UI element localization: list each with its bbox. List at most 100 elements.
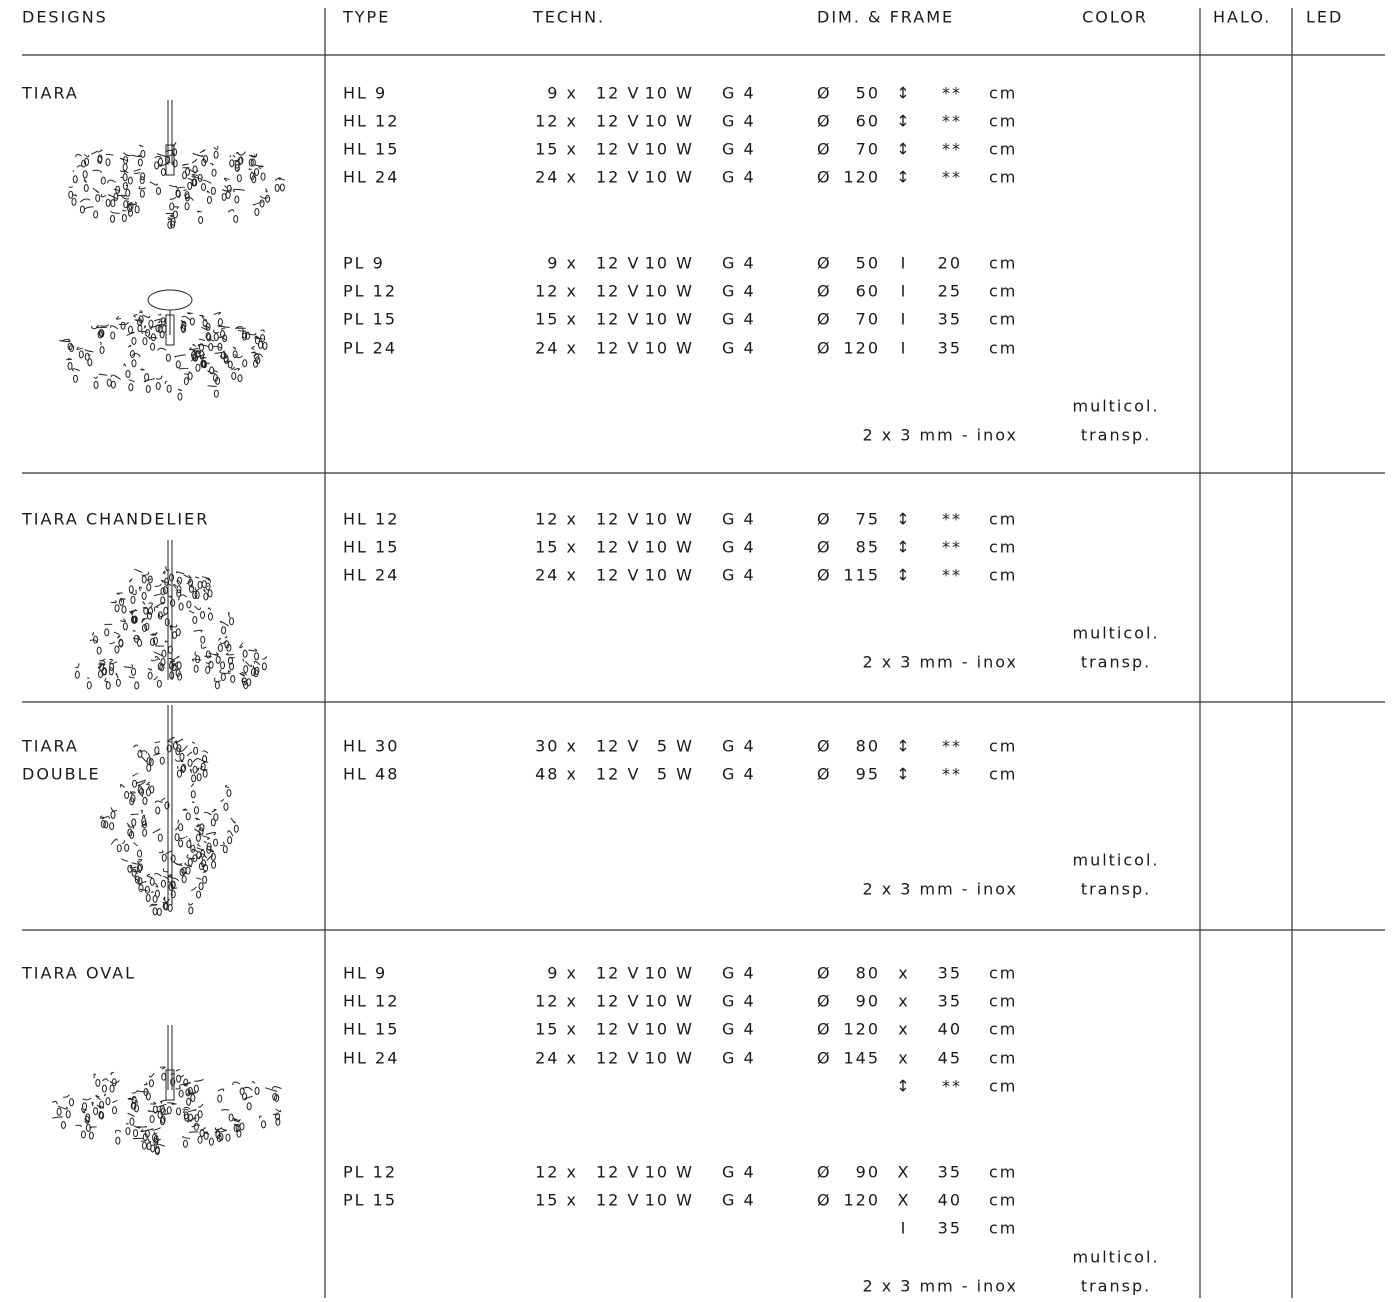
cell-dia: 70 <box>856 310 880 329</box>
cell-height: 35 <box>938 1219 962 1238</box>
cell-unit: cm <box>989 168 1017 187</box>
cell-socket: G 4 <box>722 1163 756 1182</box>
cell-count: 15 x <box>535 140 578 159</box>
lamp-illustration <box>99 705 239 916</box>
cell-unit: cm <box>989 1163 1017 1182</box>
cell-unit: cm <box>989 538 1017 557</box>
cell-watt: 10 W <box>645 168 694 187</box>
cell-volt: 12 V <box>596 282 640 301</box>
cell-sym: I <box>901 254 908 273</box>
cell-dia-sign: Ø <box>817 84 832 103</box>
cell-dia: 120 <box>843 1020 880 1039</box>
cell-dia-sign: Ø <box>817 282 832 301</box>
color-option: multicol. <box>1072 624 1159 643</box>
cell-socket: G 4 <box>722 992 756 1011</box>
cell-type: PL 12 <box>343 282 397 301</box>
cell-unit: cm <box>989 1020 1017 1039</box>
cell-count: 12 x <box>535 510 578 529</box>
cell-dia-sign: Ø <box>817 1049 832 1068</box>
cell-watt: 10 W <box>645 1191 694 1210</box>
cell-type: PL 15 <box>343 310 397 329</box>
cell-height: ** <box>942 737 962 756</box>
cell-dia-sign: Ø <box>817 737 832 756</box>
cell-dia-sign: Ø <box>817 566 832 585</box>
cell-socket: G 4 <box>722 1191 756 1210</box>
cell-type: HL 48 <box>343 765 399 784</box>
cell-count: 9 x <box>547 964 578 983</box>
cell-count: 24 x <box>535 339 578 358</box>
cell-type: HL 30 <box>343 737 399 756</box>
column-header: DESIGNS <box>22 8 108 27</box>
cell-socket: G 4 <box>722 84 756 103</box>
cell-watt: 10 W <box>645 254 694 273</box>
design-name: DOUBLE <box>22 765 101 784</box>
color-option: transp. <box>1081 653 1151 672</box>
cell-height: ** <box>942 1077 962 1096</box>
cell-height: ** <box>942 538 962 557</box>
cell-type: HL 12 <box>343 112 399 131</box>
cell-height: 45 <box>938 1049 962 1068</box>
cell-dia-sign: Ø <box>817 112 832 131</box>
frame-spec: 2 x 3 mm - inox <box>862 1277 1018 1296</box>
cell-dia: 90 <box>856 992 880 1011</box>
cell-height: 40 <box>938 1020 962 1039</box>
frame-spec: 2 x 3 mm - inox <box>862 426 1018 445</box>
cell-watt: 10 W <box>645 510 694 529</box>
cell-dia: 120 <box>843 168 880 187</box>
cell-unit: cm <box>989 1077 1017 1096</box>
cell-sym: ↕ <box>896 84 911 103</box>
cell-sym: ↕ <box>896 510 911 529</box>
cell-volt: 12 V <box>596 737 640 756</box>
cell-dia-sign: Ø <box>817 964 832 983</box>
cell-unit: cm <box>989 254 1017 273</box>
cell-dia-sign: Ø <box>817 1163 832 1182</box>
design-name: TIARA CHANDELIER <box>21 510 209 529</box>
cell-unit: cm <box>989 140 1017 159</box>
cell-dia: 75 <box>856 510 880 529</box>
cell-height: ** <box>942 765 962 784</box>
cell-height: ** <box>942 84 962 103</box>
cell-count: 12 x <box>535 992 578 1011</box>
cell-sym: x <box>898 992 909 1011</box>
cell-socket: G 4 <box>722 538 756 557</box>
cell-watt: 5 W <box>657 737 694 756</box>
cell-sym: I <box>901 1219 908 1238</box>
cell-height: 35 <box>938 339 962 358</box>
column-header: COLOR <box>1082 8 1148 27</box>
cell-dia: 70 <box>856 140 880 159</box>
cell-sym: ↕ <box>896 737 911 756</box>
cell-watt: 10 W <box>645 310 694 329</box>
cell-volt: 12 V <box>596 84 640 103</box>
column-header: TECHN. <box>532 8 605 27</box>
cell-volt: 12 V <box>596 1020 640 1039</box>
cell-type: HL 15 <box>343 1020 399 1039</box>
column-header: HALO. <box>1213 8 1271 27</box>
cell-socket: G 4 <box>722 964 756 983</box>
lamp-drawing <box>74 540 268 690</box>
cell-dia-sign: Ø <box>817 1191 832 1210</box>
cell-socket: G 4 <box>722 310 756 329</box>
cell-type: PL 9 <box>343 254 385 273</box>
frame-spec: 2 x 3 mm - inox <box>862 880 1018 899</box>
cell-socket: G 4 <box>722 1049 756 1068</box>
cell-socket: G 4 <box>722 737 756 756</box>
cell-height: ** <box>942 112 962 131</box>
cell-sym: x <box>898 1049 909 1068</box>
cell-volt: 12 V <box>596 140 640 159</box>
cell-dia-sign: Ø <box>817 310 832 329</box>
cell-watt: 10 W <box>645 992 694 1011</box>
cell-sym: ↕ <box>896 566 911 585</box>
lamp-drawing <box>59 289 268 401</box>
cell-sym: x <box>898 964 909 983</box>
cell-height: 35 <box>938 1163 962 1182</box>
cell-sym: x <box>898 1020 909 1039</box>
cell-watt: 10 W <box>645 1020 694 1039</box>
cell-volt: 12 V <box>596 566 640 585</box>
cell-socket: G 4 <box>722 339 756 358</box>
cell-count: 24 x <box>535 168 578 187</box>
cell-dia-sign: Ø <box>817 992 832 1011</box>
cell-unit: cm <box>989 310 1017 329</box>
color-option: transp. <box>1081 1277 1151 1296</box>
cell-volt: 12 V <box>596 1191 640 1210</box>
